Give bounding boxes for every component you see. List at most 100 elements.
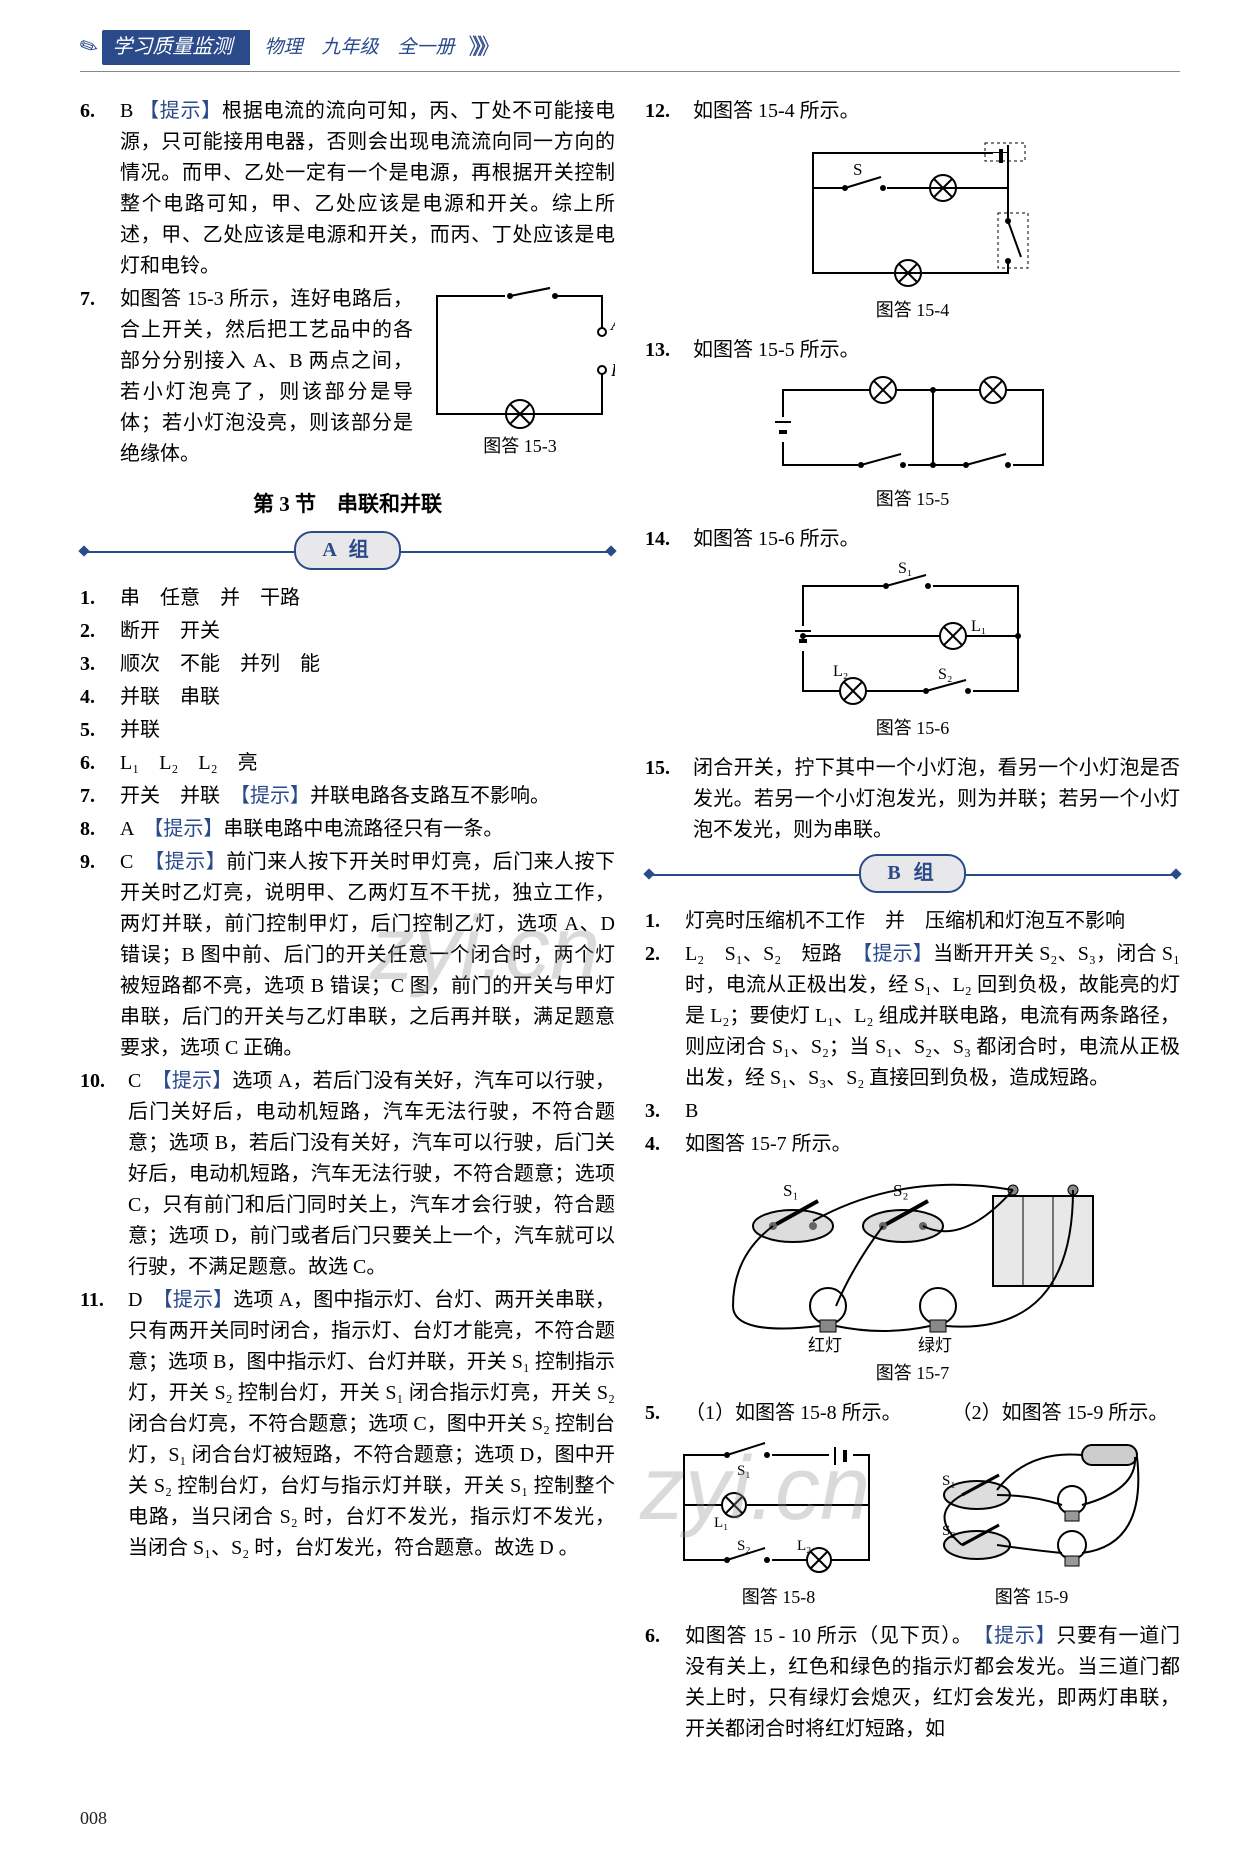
label-green: 绿灯	[918, 1336, 952, 1355]
label-s1: S₁	[783, 1181, 798, 1200]
answer-a4: 4. 并联 串联	[80, 682, 615, 713]
b5-part1: （1）如图答 15-8 所示。	[685, 1402, 902, 1424]
answer-b2: 2. L₂ S₁、S₂ 短路 【提示】当断开开关 S₂、S₃，闭合 S₁ 时，电…	[645, 939, 1180, 1094]
item-number: 4.	[645, 1129, 685, 1160]
answer-item-15: 15. 闭合开关，拧下其中一个小灯泡，看另一个小灯泡是否发光。若另一个小灯泡发光…	[645, 753, 1180, 846]
hint-label: 【提示】	[154, 851, 226, 873]
item-text: 并联	[120, 715, 615, 746]
figure-caption: 图答 15-9	[907, 1584, 1157, 1612]
figure-caption: 图答 15-5	[645, 486, 1180, 514]
group-b-header: B 组	[645, 854, 1180, 894]
b6-pre: 如图答 15 - 10 所示（见下页）。	[685, 1625, 983, 1647]
hint-label: 【提示】	[139, 100, 222, 122]
circuit-diagram: S	[783, 133, 1043, 293]
hint-label: 【提示】	[153, 818, 223, 840]
answer-a2: 2. 断开 开关	[80, 616, 615, 647]
hint-label: 【提示】	[862, 943, 933, 965]
answer-a9: 9. C 【提示】前门来人按下开关时甲灯亮，后门来人按下开关时乙灯亮，说明甲、乙…	[80, 847, 615, 1064]
item-number: 15.	[645, 753, 693, 846]
answer-item-13: 13. 如图答 15-5 所示。	[645, 335, 1180, 366]
circuit-diagram: S₁ L₁ S₂	[669, 1435, 889, 1580]
item-number: 7.	[80, 284, 120, 470]
answer-a8: 8. A 【提示】串联电路中电流路径只有一条。	[80, 814, 615, 845]
label-s1: S₁	[898, 561, 912, 577]
circuit-diagram	[763, 372, 1063, 482]
item-number: 13.	[645, 335, 693, 366]
item-number: 4.	[80, 682, 120, 713]
hint-label: 【提示】	[163, 1289, 234, 1311]
item-number: 6.	[80, 96, 120, 282]
item-text: L₁ L₂ L₂ 亮	[120, 748, 615, 779]
item-number: 12.	[645, 96, 693, 127]
answer-item-12: 12. 如图答 15-4 所示。	[645, 96, 1180, 127]
label-red: 红灯	[808, 1336, 842, 1355]
figure-15-7: S₁ S₂ 红灯	[645, 1166, 1180, 1388]
item-text: 断开 开关	[120, 616, 615, 647]
answer-text: D	[128, 1289, 163, 1311]
item-number: 7.	[80, 781, 120, 812]
hint-label: 【提示】	[240, 785, 310, 807]
answer-a10: 10. C 【提示】选项 A，若后门没有关好，汽车可以行驶，后门关好后，电动机短…	[80, 1066, 615, 1283]
item-text: B	[685, 1096, 1180, 1127]
figure-caption: 图答 15-7	[645, 1360, 1180, 1388]
green-bulb: 绿灯	[918, 1288, 956, 1355]
item-body: B 【提示】根据电流的流向可知，丙、丁处不可能接电源，只可能接用电器，否则会出现…	[120, 96, 615, 282]
circuit-diagram: S₁ S₂ 红灯	[703, 1166, 1123, 1356]
item-number: 1.	[80, 583, 120, 614]
item-number: 14.	[645, 524, 693, 555]
answer-item-7: 7. 如图答 15-3 所示，连好电路后，合上开关，然后把工艺品中的各部分分别接…	[80, 284, 615, 470]
label-s2: S₂	[938, 666, 952, 683]
figure-15-9: S₁ S₂	[907, 1435, 1157, 1612]
label-l1: L₁	[714, 1515, 728, 1531]
answer-item-14: 14. 如图答 15-6 所示。	[645, 524, 1180, 555]
answer-a6: 6. L₁ L₂ L₂ 亮	[80, 748, 615, 779]
answer-text: L₂ S₁、S₂ 短路	[685, 943, 862, 965]
item-number: 10.	[80, 1066, 128, 1283]
label-b: B	[611, 360, 615, 380]
figure-15-6: S₁ L₁ L₂	[645, 561, 1180, 743]
figure-15-4: S 图答 15-4	[645, 133, 1180, 325]
hint-text: 选项 A，若后门没有关好，汽车可以行驶，后门关好后，电动机短路，汽车无法行驶，不…	[128, 1070, 615, 1278]
item-number: 2.	[80, 616, 120, 647]
figure-caption: 图答 15-3	[425, 433, 615, 461]
answer-b4: 4. 如图答 15-7 所示。	[645, 1129, 1180, 1160]
label-s1: S₁	[942, 1473, 956, 1489]
answer-text: 开关 并联	[120, 785, 240, 807]
left-column: 6. B 【提示】根据电流的流向可知，丙、丁处不可能接电源，只可能接用电器，否则…	[80, 96, 615, 1747]
hint-text: 选项 A，图中指示灯、台灯、两开关串联，只有两开关同时闭合，指示灯、台灯才能亮，…	[128, 1289, 615, 1559]
answer-a7: 7. 开关 并联 【提示】并联电路各支路互不影响。	[80, 781, 615, 812]
label-l1: L₁	[971, 618, 986, 635]
circuit-diagram: A B	[425, 284, 615, 429]
item-number: 5.	[80, 715, 120, 746]
item-text: 串 任意 并 干路	[120, 583, 615, 614]
circuit-diagram: S₁ L₁ L₂	[783, 561, 1043, 711]
label-s: S	[853, 160, 862, 179]
hint-text: 并联电路各支路互不影响。	[310, 785, 550, 807]
item-text: 如图答 15-7 所示。	[685, 1129, 1180, 1160]
label-s1: S₁	[737, 1463, 751, 1479]
label-a: A	[610, 314, 615, 334]
answer-b3: 3. B	[645, 1096, 1180, 1127]
answer-text: C	[120, 851, 154, 873]
section-title: 第 3 节 串联和并联	[80, 488, 615, 521]
answer-text: A	[120, 818, 153, 840]
group-a-header: A 组	[80, 531, 615, 571]
answer-letter: B	[120, 100, 133, 122]
header-subtitle: 物理 九年级 全一册	[264, 33, 454, 62]
label-l2: L₂	[833, 663, 848, 680]
figure-15-5: 图答 15-5	[645, 372, 1180, 514]
item-text: 顺次 不能 并列 能	[120, 649, 615, 680]
answer-b1: 1. 灯亮时压缩机不工作 并 压缩机和灯泡互不影响	[645, 906, 1180, 937]
item-number: 6.	[645, 1621, 685, 1745]
figure-15-8: S₁ L₁ S₂	[669, 1435, 889, 1612]
answer-item-6: 6. B 【提示】根据电流的流向可知，丙、丁处不可能接电源，只可能接用电器，否则…	[80, 96, 615, 282]
label-l2: L₂	[797, 1538, 811, 1554]
answer-b6: 6. 如图答 15 - 10 所示（见下页）。 【提示】只要有一道门没有关上，红…	[645, 1621, 1180, 1745]
answer-text: C	[128, 1070, 162, 1092]
group-badge-b: B 组	[859, 854, 965, 893]
answer-a1: 1. 串 任意 并 干路	[80, 583, 615, 614]
item-text: 如图答 15-3 所示，连好电路后，合上开关，然后把工艺品中的各部分分别接入 A…	[120, 284, 413, 470]
item-number: 3.	[80, 649, 120, 680]
item-body: 如图答 15-3 所示，连好电路后，合上开关，然后把工艺品中的各部分分别接入 A…	[120, 284, 615, 470]
pencil-icon: ✎	[74, 28, 105, 67]
